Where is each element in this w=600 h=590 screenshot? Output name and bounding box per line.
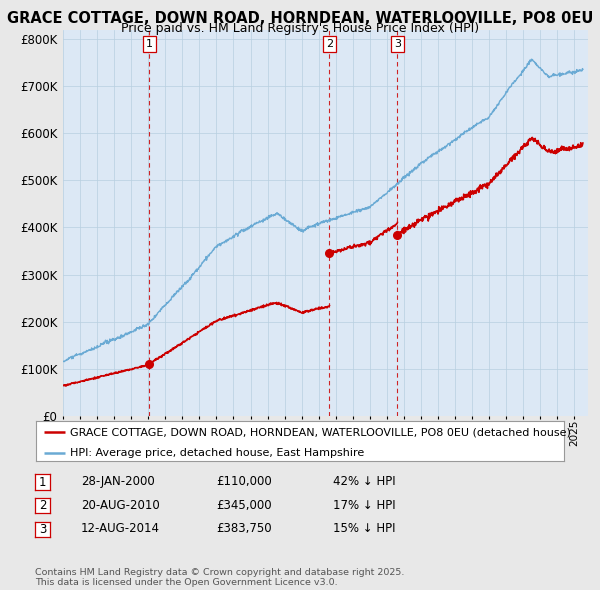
Text: 3: 3: [394, 39, 401, 49]
Text: 3: 3: [39, 523, 46, 536]
Text: 20-AUG-2010: 20-AUG-2010: [81, 499, 160, 512]
Text: 1: 1: [146, 39, 153, 49]
Text: 2: 2: [39, 499, 46, 512]
Text: HPI: Average price, detached house, East Hampshire: HPI: Average price, detached house, East…: [70, 448, 365, 458]
Text: £110,000: £110,000: [216, 475, 272, 488]
Text: 15% ↓ HPI: 15% ↓ HPI: [333, 522, 395, 535]
Text: 42% ↓ HPI: 42% ↓ HPI: [333, 475, 395, 488]
Text: 28-JAN-2000: 28-JAN-2000: [81, 475, 155, 488]
Text: £345,000: £345,000: [216, 499, 272, 512]
Text: Price paid vs. HM Land Registry's House Price Index (HPI): Price paid vs. HM Land Registry's House …: [121, 22, 479, 35]
Text: £383,750: £383,750: [216, 522, 272, 535]
Text: GRACE COTTAGE, DOWN ROAD, HORNDEAN, WATERLOOVILLE, PO8 0EU (detached house): GRACE COTTAGE, DOWN ROAD, HORNDEAN, WATE…: [70, 427, 571, 437]
Text: GRACE COTTAGE, DOWN ROAD, HORNDEAN, WATERLOOVILLE, PO8 0EU: GRACE COTTAGE, DOWN ROAD, HORNDEAN, WATE…: [7, 11, 593, 25]
Text: 2: 2: [326, 39, 333, 49]
Text: Contains HM Land Registry data © Crown copyright and database right 2025.
This d: Contains HM Land Registry data © Crown c…: [35, 568, 404, 587]
Text: 17% ↓ HPI: 17% ↓ HPI: [333, 499, 395, 512]
Text: 1: 1: [39, 476, 46, 489]
Text: 12-AUG-2014: 12-AUG-2014: [81, 522, 160, 535]
